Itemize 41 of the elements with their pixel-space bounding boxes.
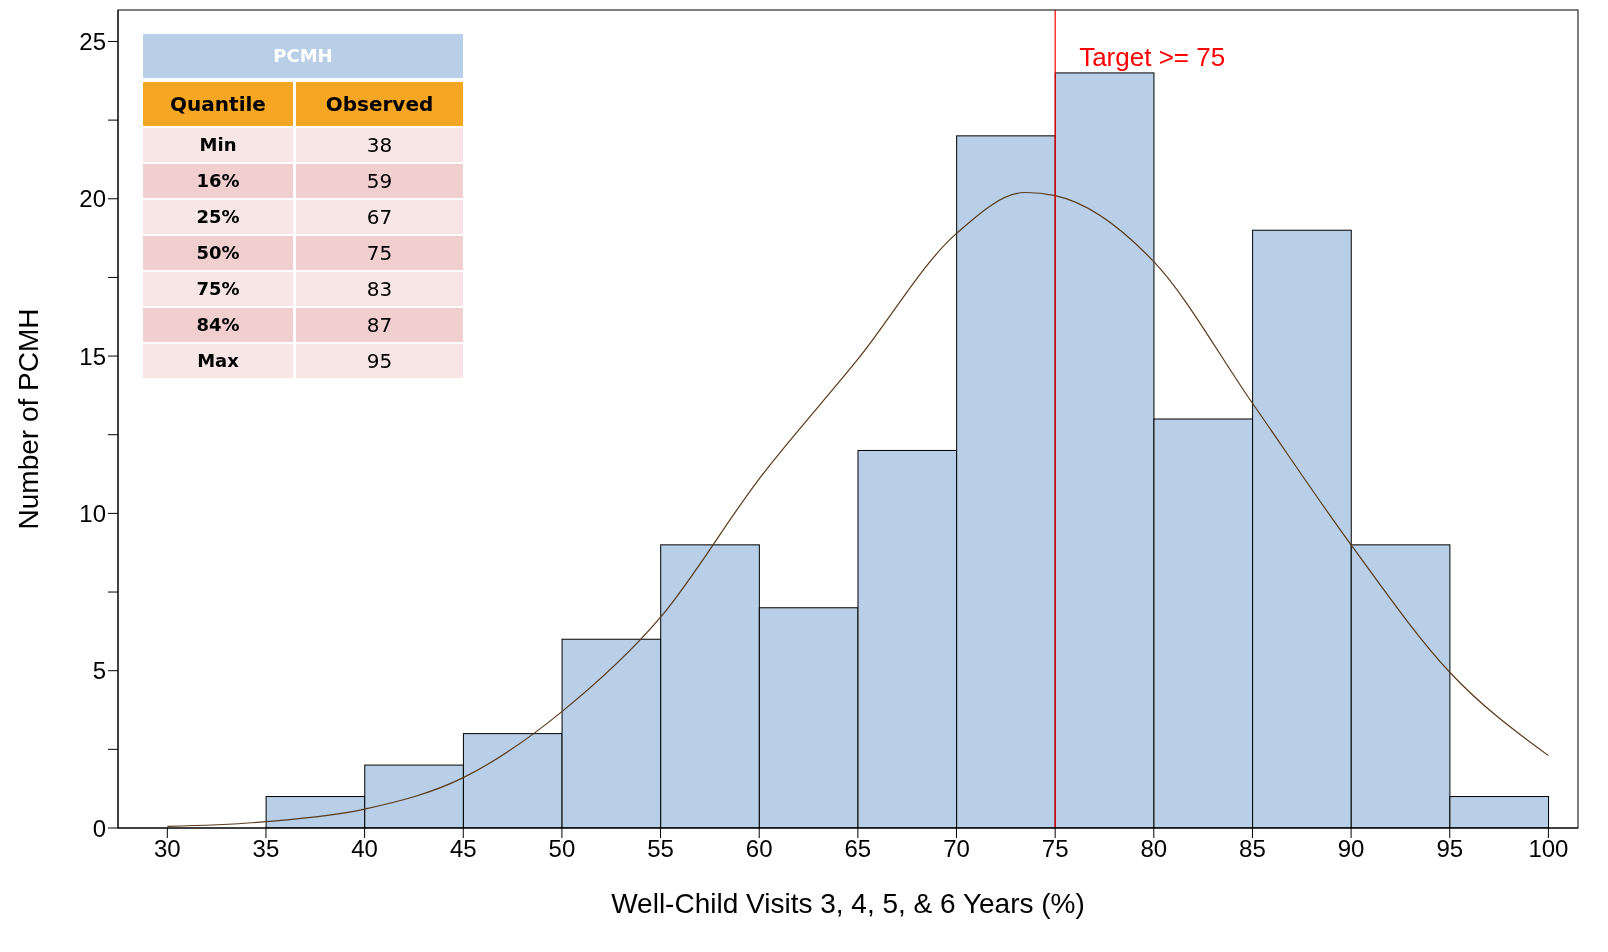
x-tick-label: 65 [844, 835, 872, 863]
x-tick-label: 30 [153, 835, 181, 863]
y-tick-label: 5 [92, 657, 106, 685]
x-tick-label: 60 [745, 835, 773, 863]
x-tick-label: 90 [1337, 835, 1365, 863]
y-tick-label: 15 [79, 342, 106, 370]
annotation: Max [143, 344, 296, 378]
x-tick-label: 35 [252, 835, 280, 863]
x-tick-label: 85 [1239, 835, 1266, 863]
annotation: Quantile [143, 82, 296, 126]
x-axis-title: Well-Child Visits 3, 4, 5, & 6 Years (%) [611, 888, 1085, 919]
y-tick-label: 0 [92, 814, 106, 842]
y-tick-label: 20 [79, 185, 106, 213]
annotation: 95 [365, 348, 394, 375]
x-tick-label: 55 [647, 835, 674, 863]
y-tick-label: 25 [79, 27, 106, 55]
annotation: 84% [143, 308, 296, 342]
y-tick-label: 10 [79, 499, 106, 527]
y-axis-title: Number of PCMH [12, 308, 44, 530]
x-tick-label: 100 [1528, 835, 1569, 863]
annotation: Observed [324, 91, 435, 118]
annotation: 16% [143, 164, 296, 198]
annotation: 75% [143, 272, 296, 306]
annotation: 25% [143, 200, 296, 234]
x-tick-label: 75 [1041, 835, 1069, 863]
annotation: 75 [365, 240, 394, 267]
annotation: PCMH [143, 34, 463, 78]
annotation: Min [143, 128, 296, 162]
x-tick-label: 45 [449, 835, 477, 863]
x-tick-label: 40 [351, 835, 378, 863]
annotation: 83 [365, 276, 394, 303]
x-tick-label: 50 [548, 835, 576, 863]
x-tick-label: 95 [1436, 835, 1464, 863]
x-tick-label: 80 [1140, 835, 1168, 863]
ref-line-label: Target >= 75 [1079, 42, 1226, 73]
annotation: 38 [365, 132, 394, 159]
annotation: 87 [365, 312, 394, 339]
annotation: 67 [365, 204, 394, 231]
x-tick-label: 70 [943, 835, 970, 863]
annotation: 50% [143, 236, 296, 270]
annotation: 59 [365, 168, 394, 195]
